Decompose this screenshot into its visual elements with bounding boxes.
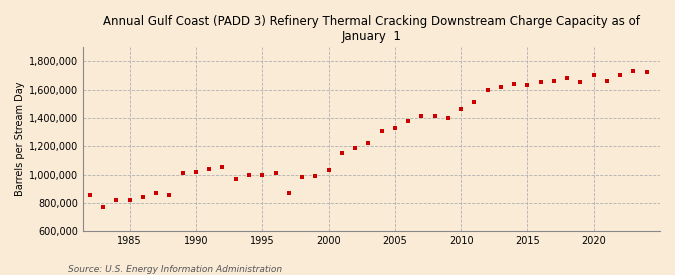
Point bbox=[628, 69, 639, 73]
Point bbox=[310, 174, 321, 178]
Point bbox=[151, 191, 161, 195]
Title: Annual Gulf Coast (PADD 3) Refinery Thermal Cracking Downstream Charge Capacity : Annual Gulf Coast (PADD 3) Refinery Ther… bbox=[103, 15, 640, 43]
Point bbox=[230, 177, 241, 181]
Point bbox=[178, 171, 188, 175]
Point bbox=[615, 73, 626, 78]
Point bbox=[641, 70, 652, 75]
Point bbox=[138, 195, 148, 200]
Point bbox=[443, 116, 454, 120]
Point bbox=[549, 79, 560, 83]
Point bbox=[562, 76, 572, 80]
Point bbox=[270, 171, 281, 175]
Point bbox=[575, 80, 586, 85]
Point bbox=[336, 151, 347, 156]
Point bbox=[601, 79, 612, 83]
Point bbox=[217, 165, 228, 169]
Point bbox=[124, 198, 135, 202]
Point bbox=[350, 146, 360, 151]
Point bbox=[111, 198, 122, 202]
Point bbox=[204, 167, 215, 171]
Point bbox=[482, 88, 493, 92]
Point bbox=[495, 85, 506, 90]
Point bbox=[389, 126, 400, 130]
Point bbox=[257, 172, 268, 177]
Point bbox=[403, 119, 414, 123]
Point bbox=[296, 175, 307, 179]
Y-axis label: Barrels per Stream Day: Barrels per Stream Day bbox=[15, 82, 25, 196]
Text: Source: U.S. Energy Information Administration: Source: U.S. Energy Information Administ… bbox=[68, 265, 281, 274]
Point bbox=[323, 168, 334, 173]
Point bbox=[535, 80, 546, 85]
Point bbox=[98, 204, 109, 209]
Point bbox=[84, 192, 95, 197]
Point bbox=[589, 73, 599, 78]
Point bbox=[522, 82, 533, 87]
Point bbox=[416, 114, 427, 119]
Point bbox=[469, 100, 480, 104]
Point bbox=[429, 114, 440, 119]
Point bbox=[190, 170, 201, 174]
Point bbox=[509, 82, 520, 86]
Point bbox=[284, 191, 294, 195]
Point bbox=[376, 128, 387, 133]
Point bbox=[363, 141, 374, 145]
Point bbox=[244, 172, 254, 177]
Point bbox=[164, 192, 175, 197]
Point bbox=[456, 107, 466, 112]
